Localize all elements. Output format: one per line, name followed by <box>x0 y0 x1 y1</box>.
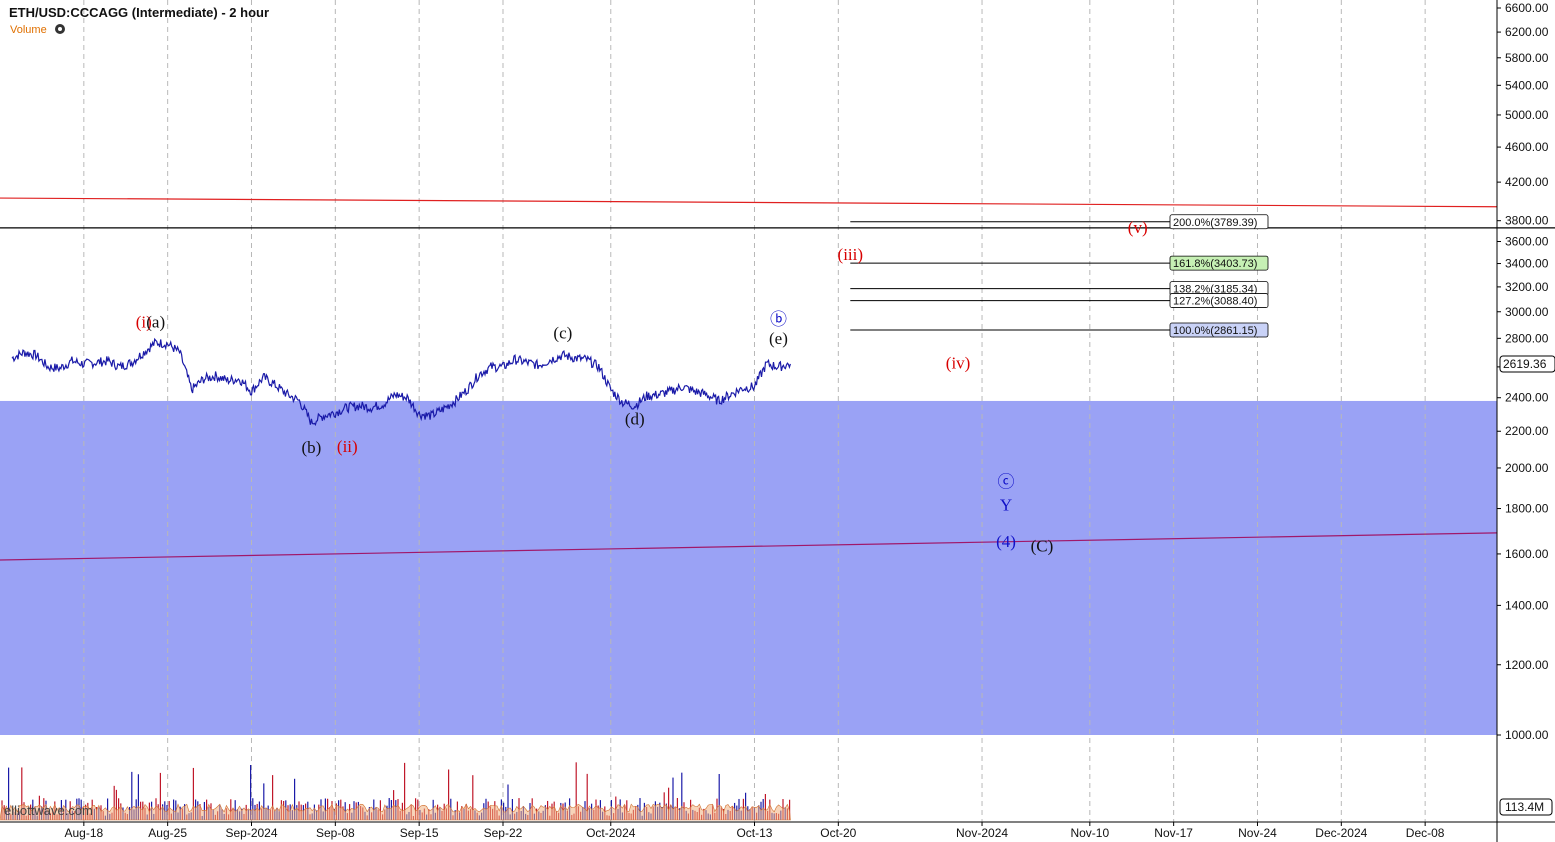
x-tick-label: Dec-2024 <box>1315 826 1367 840</box>
volume-scale-tag <box>1499 798 1553 816</box>
watermark: elliottwave.com <box>4 803 93 818</box>
wave-label: (4) <box>996 532 1016 551</box>
y-tick-label: 5400.00 <box>1505 78 1549 92</box>
x-tick-label: Nov-17 <box>1154 826 1193 840</box>
wave-label: (iii) <box>838 245 864 264</box>
x-tick-label: Sep-22 <box>484 826 523 840</box>
current-price-label: 2619.36 <box>1503 357 1547 371</box>
wave-label: (i) <box>136 312 152 331</box>
volume-average-area <box>0 803 791 821</box>
trendline-red[interactable] <box>0 197 1498 208</box>
y-tick-label: 1000.00 <box>1505 728 1549 742</box>
wave-label: (b) <box>301 438 321 457</box>
y-tick-label: 1200.00 <box>1505 658 1549 672</box>
y-tick-label: 2000.00 <box>1505 461 1549 475</box>
wave-label: (iv) <box>946 353 971 372</box>
x-tick-label: Nov-24 <box>1238 826 1277 840</box>
x-tick-label: Sep-15 <box>400 826 439 840</box>
wave-label: ⓒ <box>997 473 1014 492</box>
x-tick-label: Sep-08 <box>316 826 355 840</box>
y-tick-label: 1600.00 <box>1505 547 1549 561</box>
y-tick-label: 4600.00 <box>1505 140 1549 154</box>
wave-label: (ii) <box>337 437 358 456</box>
x-tick-label: Aug-18 <box>64 826 103 840</box>
x-tick-label: Sep-2024 <box>225 826 277 840</box>
x-tick-label: Oct-2024 <box>586 826 636 840</box>
price-series <box>11 337 791 427</box>
y-tick-label: 6200.00 <box>1505 25 1549 39</box>
fib-level-box <box>1169 293 1269 308</box>
x-tick-label: Dec-08 <box>1406 826 1445 840</box>
x-tick-label: Oct-20 <box>820 826 856 840</box>
fib-level-label: 200.0%(3789.39) <box>1173 217 1257 229</box>
fib-level-label: 161.8%(3403.73) <box>1173 258 1257 270</box>
wave-label: (e) <box>769 329 788 348</box>
wave-label: (a) <box>146 312 165 331</box>
fib-level-label: 138.2%(3185.34) <box>1173 284 1257 296</box>
wave-label: ⓑ <box>770 310 787 329</box>
wave-label: Y <box>1000 496 1012 515</box>
y-tick-label: 3400.00 <box>1505 257 1549 271</box>
x-tick-label: Oct-13 <box>736 826 772 840</box>
wave-label: (v) <box>1128 218 1148 237</box>
fib-level-box <box>1169 322 1269 338</box>
y-tick-label: 1400.00 <box>1505 598 1549 612</box>
x-tick-label: Nov-10 <box>1070 826 1109 840</box>
fib-level-label: 100.0%(2861.15) <box>1173 325 1257 337</box>
wave-label: (d) <box>625 409 645 428</box>
gear-icon[interactable] <box>55 24 65 34</box>
y-tick-label: 4200.00 <box>1505 175 1549 189</box>
wave-label: (c) <box>553 323 572 342</box>
y-tick-label: 5000.00 <box>1505 108 1549 122</box>
volume-label: Volume <box>10 24 47 36</box>
y-tick-label: 2400.00 <box>1505 391 1549 405</box>
fib-level-box <box>1169 214 1269 230</box>
y-tick-label: 6600.00 <box>1505 1 1549 15</box>
fib-level-label: 127.2%(3088.40) <box>1173 296 1257 308</box>
volume-scale-label: 113.4M <box>1505 800 1544 814</box>
wave-label: (C) <box>1031 537 1054 556</box>
current-price-tag <box>1499 355 1555 373</box>
fib-level-box <box>1169 255 1269 271</box>
y-tick-label: 3000.00 <box>1505 305 1549 319</box>
y-tick-label: 3600.00 <box>1505 235 1549 249</box>
y-tick-label: 5800.00 <box>1505 51 1549 65</box>
y-tick-label: 2800.00 <box>1505 331 1549 345</box>
x-tick-label: Nov-2024 <box>956 826 1008 840</box>
y-tick-label: 2200.00 <box>1505 424 1549 438</box>
x-tick-label: Aug-25 <box>148 826 187 840</box>
trendline-purple[interactable] <box>0 532 1498 561</box>
y-tick-label: 3800.00 <box>1505 214 1549 228</box>
support-zone <box>0 400 1497 735</box>
y-tick-label: 1800.00 <box>1505 502 1549 516</box>
chart-title: ETH/USD:CCCAGG (Intermediate) - 2 hour <box>9 5 269 20</box>
y-tick-label: 3200.00 <box>1505 280 1549 294</box>
